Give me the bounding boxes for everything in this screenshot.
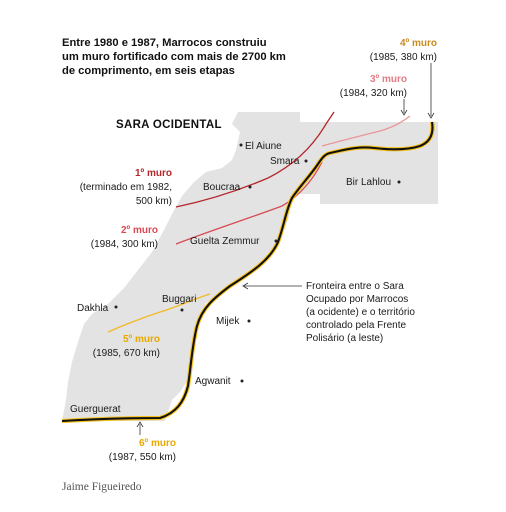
bir-lahlou-dot xyxy=(397,180,401,184)
border-note-line-4: controlado pela Frente xyxy=(306,320,407,331)
title-line-2: um muro fortificado com mais de 2700 km xyxy=(62,51,286,63)
wall-2-title: 2º muro xyxy=(121,225,158,236)
mijek-dot xyxy=(247,319,251,323)
place-guelta-zemmur: Guelta Zemmur xyxy=(190,236,260,247)
place-dakhla: Dakhla xyxy=(77,303,109,314)
wall-2-detail: (1984, 300 km) xyxy=(91,239,158,250)
wall-6-title: 6º muro xyxy=(139,438,176,449)
region-label: SARA OCIDENTAL xyxy=(116,119,222,131)
dakhla-dot xyxy=(114,305,118,309)
boucraa-dot xyxy=(248,185,252,189)
place-agwanit: Agwanit xyxy=(195,376,231,387)
place-mijek: Mijek xyxy=(216,316,240,327)
place-smara: Smara xyxy=(270,156,300,167)
wall-2-line xyxy=(175,161,323,245)
wall-1-title: 1º muro xyxy=(135,168,172,179)
wall-6-arrowhead xyxy=(136,421,144,428)
wall-1-detail-1: (terminado em 1982, xyxy=(80,182,172,193)
title-line-1: Entre 1980 e 1987, Marrocos construiu xyxy=(62,37,267,49)
wall-1-detail-2: 500 km) xyxy=(136,196,172,207)
border-line xyxy=(61,121,434,423)
wall-5-line xyxy=(107,293,211,333)
agwanit-dot xyxy=(240,379,244,383)
border-note-line-2: Ocupado por Marrocos xyxy=(306,294,408,305)
wall-1-line xyxy=(175,111,335,208)
wall-4-arrowhead xyxy=(427,112,435,119)
wall-3-line xyxy=(321,115,411,147)
wall-3-detail: (1984, 320 km) xyxy=(340,88,407,99)
place-el-aiune: El Aiune xyxy=(245,141,282,152)
border-note-line-1: Fronteira entre o Sara xyxy=(306,281,404,292)
place-guerguerat: Guerguerat xyxy=(70,404,121,415)
place-buggari: Buggari xyxy=(162,294,196,305)
wall-5-detail: (1985, 670 km) xyxy=(93,348,160,359)
wall-6-detail: (1987, 550 km) xyxy=(109,452,176,463)
el-aiune-dot xyxy=(239,143,243,147)
title-line-3: de comprimento, em seis etapas xyxy=(62,65,235,77)
guelta-zemmur-dot xyxy=(274,239,278,243)
smara-dot xyxy=(304,159,308,163)
place-bir-lahlou: Bir Lahlou xyxy=(346,177,391,188)
wall-4-detail: (1985, 380 km) xyxy=(370,52,437,63)
border-note-arrowhead xyxy=(242,282,249,290)
border-note-line-3: (a ocidente) e o território xyxy=(306,307,415,318)
border-note-line-5: Polisário (a leste) xyxy=(306,333,383,344)
wall-3-arrowhead xyxy=(400,109,408,116)
wall-5-title: 5º muro xyxy=(123,334,160,345)
credit: Jaime Figueiredo xyxy=(62,481,142,493)
wall-3-title: 3º muro xyxy=(370,74,407,85)
place-boucraa: Boucraa xyxy=(203,182,241,193)
territory-shape xyxy=(62,112,438,421)
wall-4-title: 4º muro xyxy=(400,38,437,49)
buggari-dot xyxy=(180,308,184,312)
